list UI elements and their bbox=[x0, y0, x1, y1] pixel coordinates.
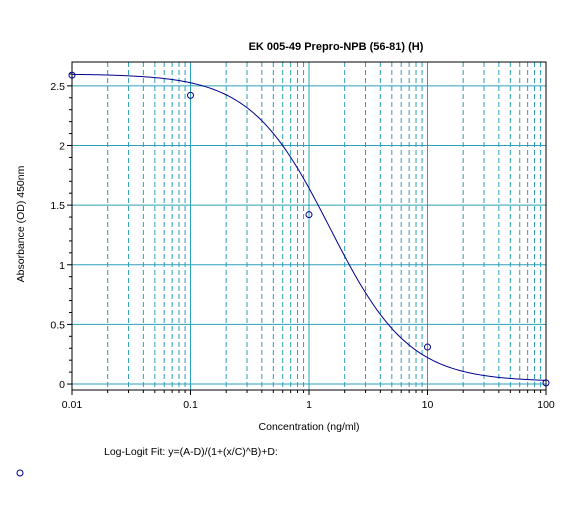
y-tick-label: 0.5 bbox=[50, 319, 65, 331]
data-point bbox=[424, 343, 431, 351]
data-point bbox=[542, 379, 550, 387]
fit-label: Log-Logit Fit: y=(A-D)/(1+(x/C)^B)+D: bbox=[104, 446, 278, 458]
y-tick-label: 2 bbox=[59, 140, 65, 152]
fit-curve bbox=[71, 73, 547, 381]
data-point bbox=[305, 211, 313, 219]
x-tick-label: 0.1 bbox=[183, 399, 198, 411]
y-tick-label: 0 bbox=[59, 379, 65, 391]
data-point bbox=[187, 91, 194, 99]
legend-marker bbox=[16, 469, 24, 477]
x-tick-label: 10 bbox=[422, 399, 434, 411]
y-tick-label: 1 bbox=[59, 260, 65, 272]
data-points bbox=[68, 71, 550, 387]
y-axis-label: Absorbance (OD) 450nm bbox=[15, 165, 27, 282]
y-tick-label: 2.5 bbox=[50, 81, 65, 93]
x-tick-label: 0.01 bbox=[62, 399, 83, 411]
x-tick-label: 100 bbox=[537, 399, 555, 411]
x-axis-label: Concentration (ng/ml) bbox=[259, 421, 360, 433]
grid-lines bbox=[71, 62, 546, 390]
data-point bbox=[68, 71, 76, 79]
y-tick-label: 1.5 bbox=[50, 200, 65, 212]
chart-title: EK 005-49 Prepro-NPB (56-81) (H) bbox=[249, 41, 424, 53]
x-tick-label: 1 bbox=[306, 399, 312, 411]
axes: 0.01 0.1 1 10 100 0 0.5 1 1.5 2 2.5 bbox=[50, 73, 555, 411]
